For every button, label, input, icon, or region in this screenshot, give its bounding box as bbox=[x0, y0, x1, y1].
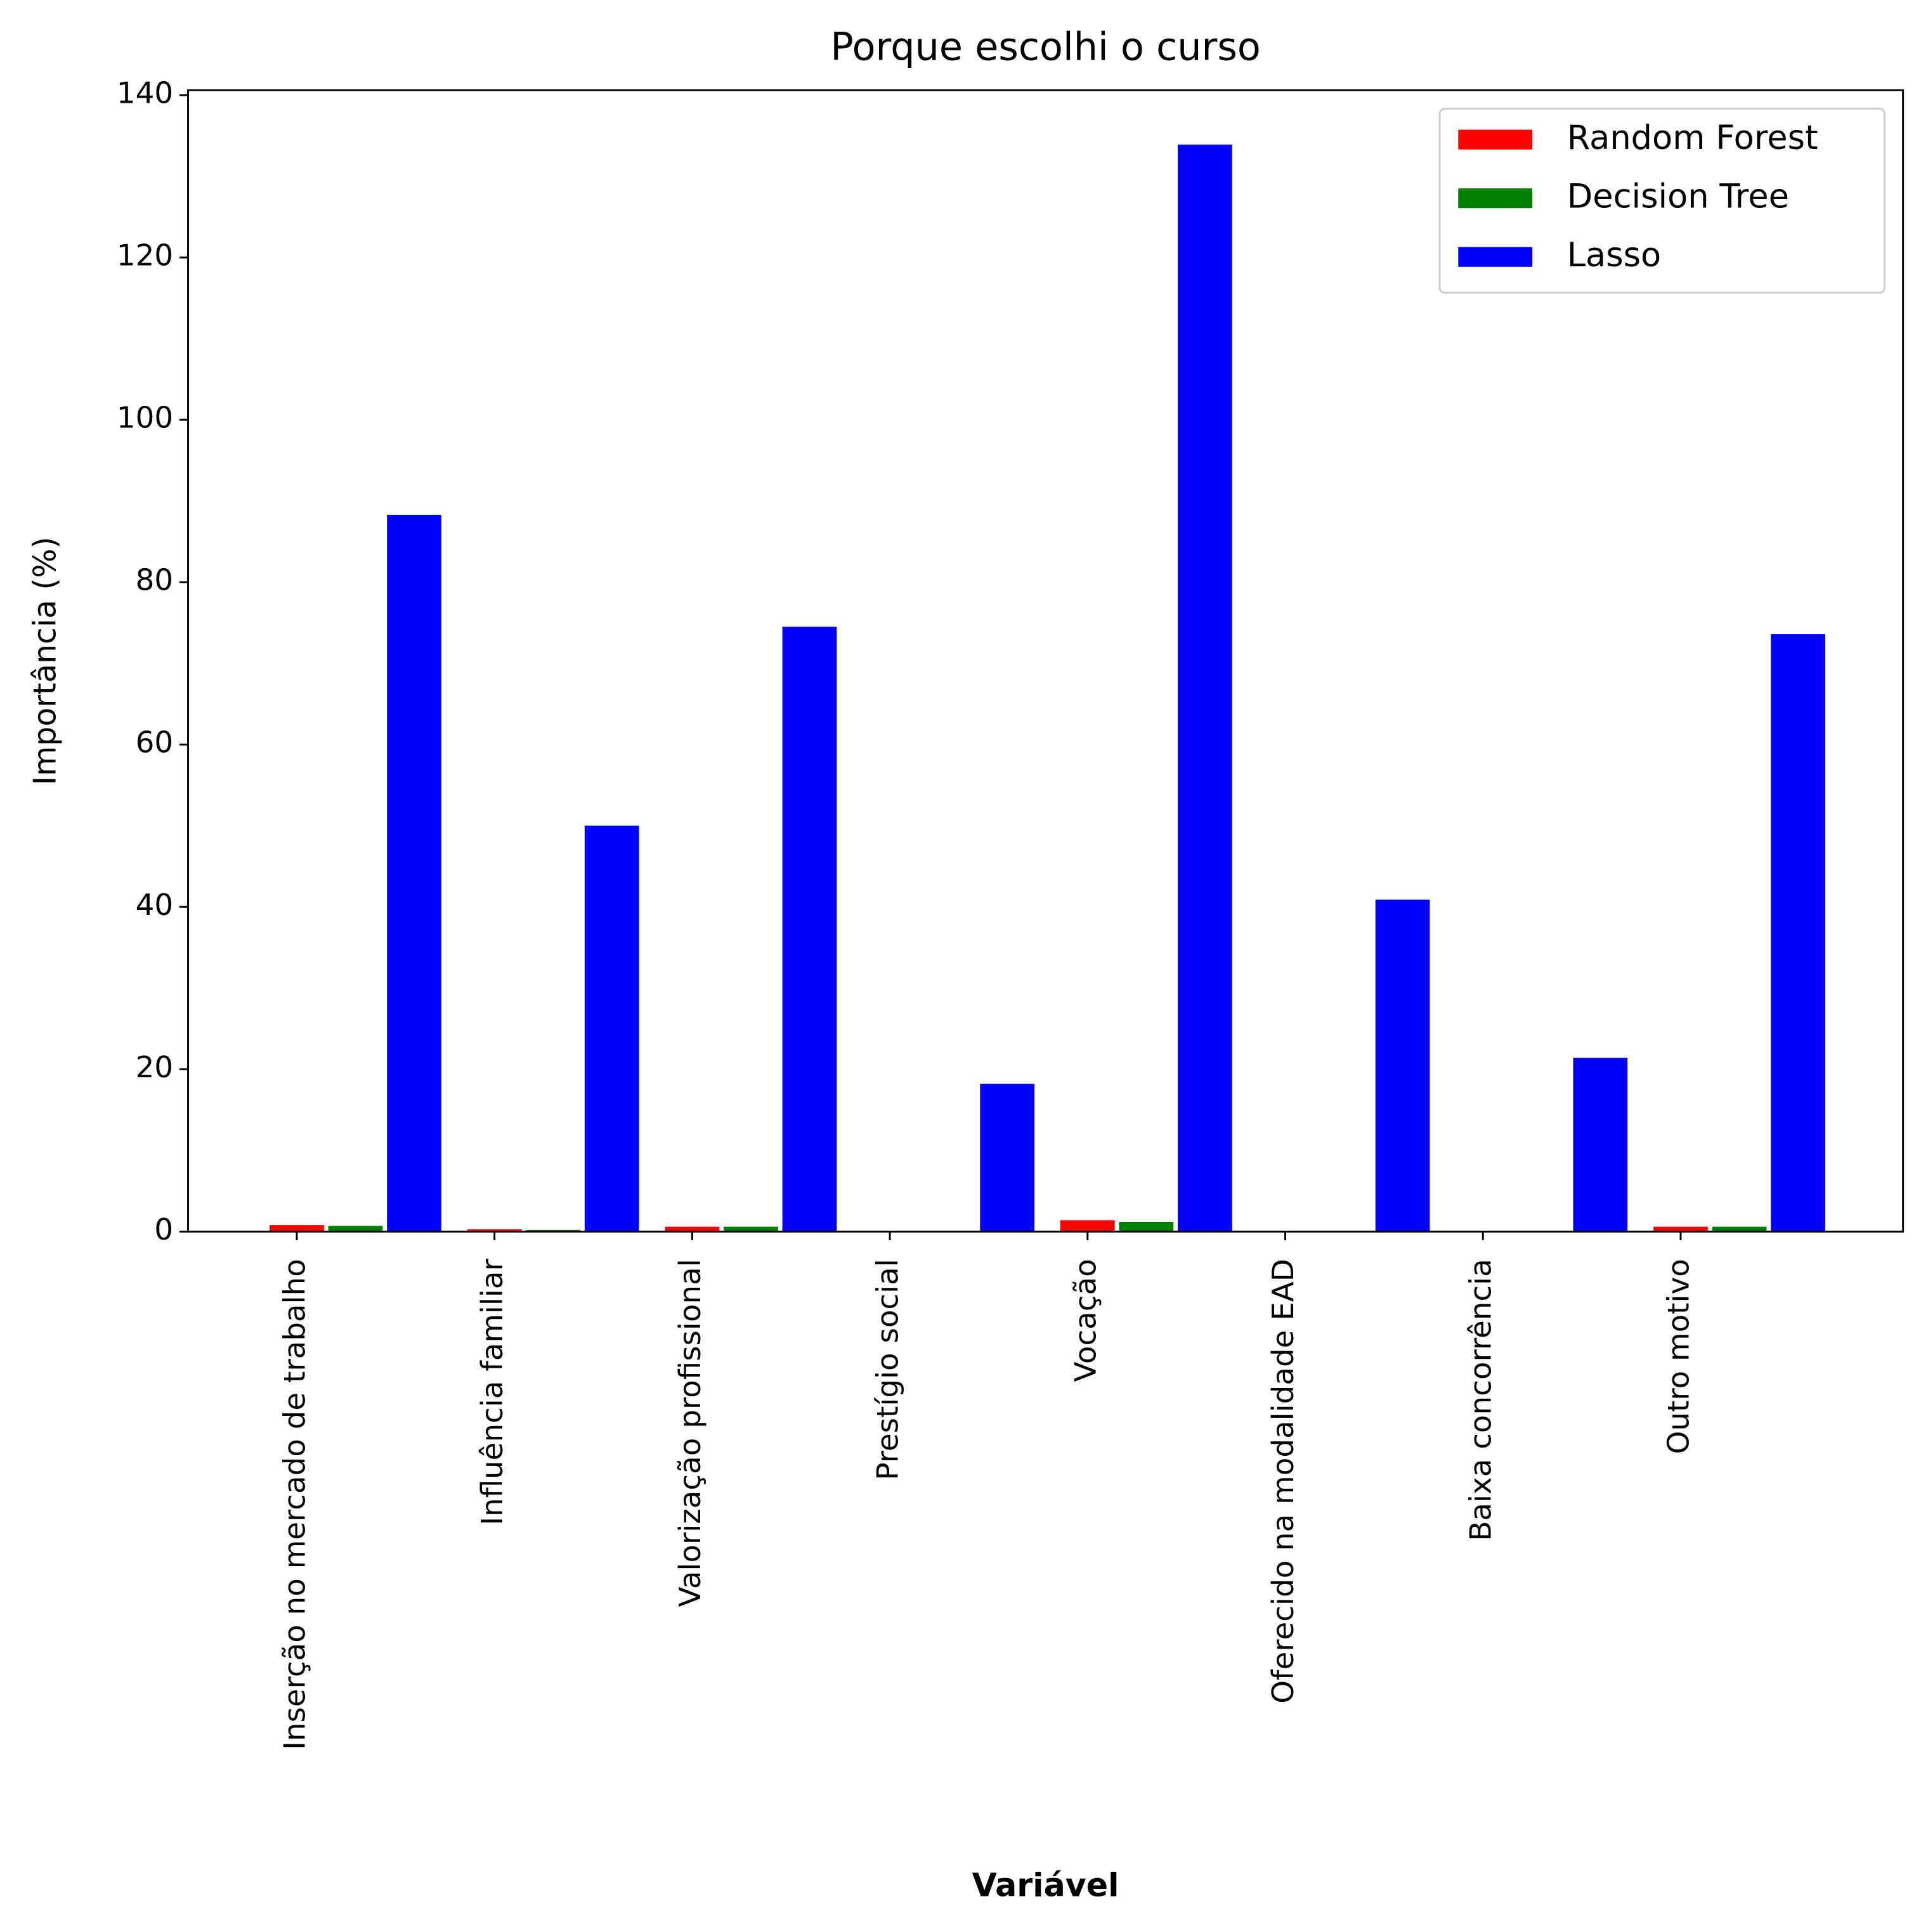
y-axis-label: Importância (%) bbox=[27, 536, 63, 785]
bar bbox=[467, 1229, 522, 1232]
bar bbox=[724, 1226, 778, 1232]
x-tick-label: Outro motivo bbox=[1662, 1259, 1696, 1454]
bar bbox=[1573, 1058, 1628, 1232]
y-tick-label: 80 bbox=[136, 564, 174, 598]
plot-frame bbox=[187, 89, 1905, 1233]
y-tick-label: 0 bbox=[154, 1213, 173, 1247]
x-tick-label: Oferecido na modalidade EAD bbox=[1267, 1259, 1301, 1704]
legend-frame bbox=[1438, 107, 1886, 294]
x-tick-label: Inserção no mercado de trabalho bbox=[278, 1259, 312, 1750]
x-axis-label: Variável bbox=[972, 1866, 1119, 1903]
bar bbox=[980, 1084, 1035, 1232]
legend: Random Forest Decision Tree Lasso bbox=[1438, 107, 1886, 294]
x-tick-label: Baixa concorrência bbox=[1464, 1259, 1499, 1541]
legend-swatch bbox=[1458, 129, 1533, 150]
chart-title: Porque escolhi o curso bbox=[830, 25, 1260, 70]
y-tick-label: 60 bbox=[136, 726, 174, 760]
x-tick-label: Influência familiar bbox=[476, 1258, 510, 1525]
bar bbox=[1060, 1220, 1115, 1232]
legend-swatch bbox=[1458, 247, 1533, 267]
x-tick-label: Vocação bbox=[1069, 1259, 1103, 1382]
y-tick-label: 100 bbox=[117, 401, 173, 436]
bar bbox=[782, 626, 837, 1232]
bar bbox=[270, 1225, 324, 1232]
bar bbox=[1653, 1226, 1708, 1232]
y-tick-label: 40 bbox=[136, 888, 174, 923]
bar bbox=[1712, 1226, 1767, 1232]
x-tick-label: Prestígio social bbox=[871, 1259, 906, 1480]
bar bbox=[584, 826, 639, 1232]
y-tick-label: 120 bbox=[117, 239, 173, 273]
x-tick-label: Valorização profissional bbox=[674, 1259, 708, 1607]
bar bbox=[387, 514, 441, 1232]
y-tick-label: 20 bbox=[136, 1051, 174, 1085]
bar bbox=[1771, 634, 1825, 1232]
bar bbox=[1178, 145, 1232, 1232]
legend-label: Lasso bbox=[1567, 236, 1662, 275]
legend-label: Random Forest bbox=[1567, 119, 1818, 157]
bar bbox=[665, 1226, 720, 1232]
bar bbox=[1119, 1222, 1174, 1232]
y-tick-label: 140 bbox=[117, 77, 173, 111]
legend-swatch bbox=[1458, 188, 1533, 209]
legend-label: Decision Tree bbox=[1567, 177, 1789, 216]
bar bbox=[1375, 899, 1430, 1232]
bar bbox=[328, 1226, 383, 1232]
